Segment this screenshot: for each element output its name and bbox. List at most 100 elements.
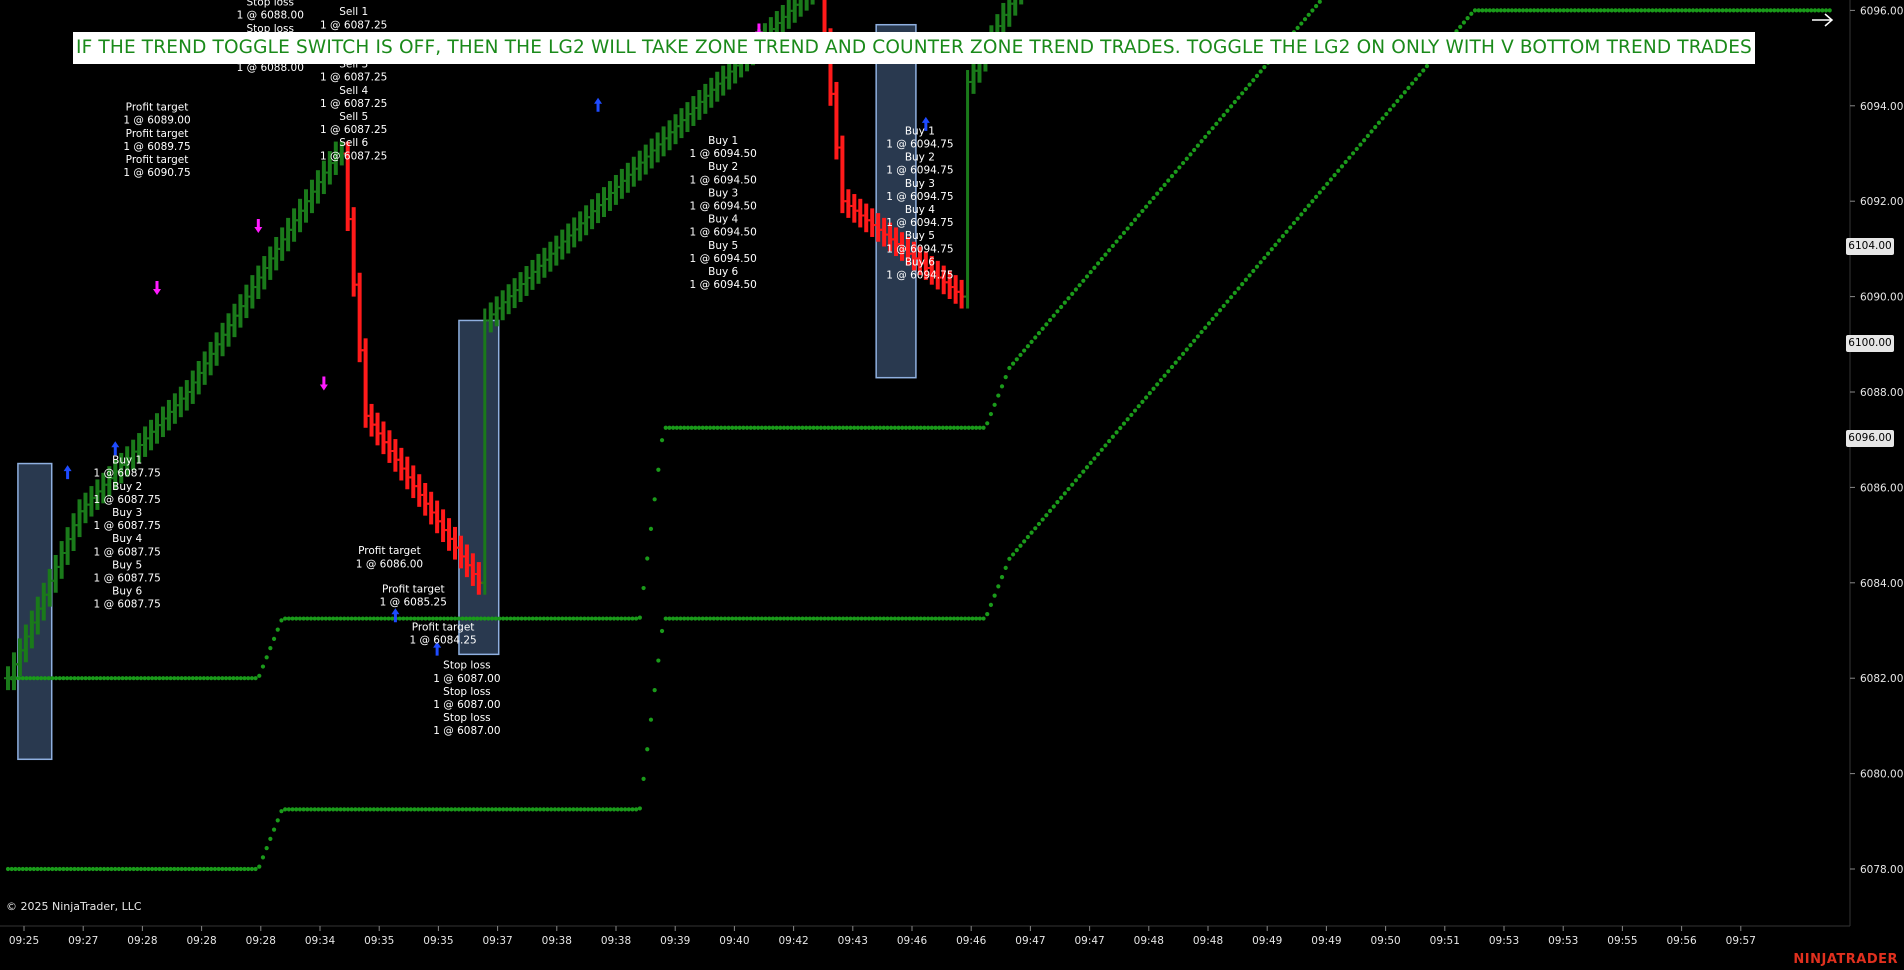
- price-bar: [238, 294, 243, 328]
- stop-dot: [512, 807, 517, 812]
- stop-dot: [719, 425, 724, 430]
- entry-arrow-icon: [433, 641, 442, 656]
- stop-dot: [220, 676, 225, 681]
- stop-dot: [434, 807, 439, 812]
- exit-arrow-icon: [319, 376, 328, 391]
- stop-dot: [31, 866, 36, 872]
- stop-dot: [1328, 177, 1333, 182]
- stop-dot: [353, 807, 358, 812]
- stop-dot: [260, 855, 266, 860]
- stop-dot: [1195, 143, 1200, 148]
- stop-dot: [966, 425, 971, 430]
- stop-dot: [988, 602, 994, 607]
- stop-dot: [626, 807, 631, 812]
- stop-dot: [659, 628, 665, 634]
- stop-dot: [933, 616, 938, 621]
- stop-dot: [829, 616, 835, 621]
- stop-dot: [1144, 204, 1149, 209]
- stop-dot: [1727, 8, 1733, 13]
- stop-dot: [977, 425, 982, 430]
- stop-dot: [693, 616, 698, 621]
- stop-dot: [648, 717, 654, 722]
- stop-dot: [1110, 243, 1115, 249]
- stop-dot: [962, 616, 968, 621]
- annotation-line: 1 @ 6094.50: [690, 148, 757, 160]
- price-bar: [47, 568, 52, 607]
- price-bar: [256, 265, 261, 299]
- expand-arrow-icon[interactable]: [1812, 13, 1834, 27]
- price-bar: [679, 108, 684, 139]
- stop-dot: [770, 425, 776, 430]
- stop-dot: [589, 807, 594, 812]
- stop-dot: [999, 384, 1005, 389]
- price-bar: [691, 96, 696, 126]
- stop-dot: [1162, 373, 1167, 378]
- stop-dot: [172, 866, 177, 872]
- stop-dot: [1413, 77, 1418, 82]
- stop-dot: [1620, 8, 1625, 13]
- x-tick-label: 09:35: [364, 935, 394, 947]
- stop-dot: [1210, 316, 1215, 322]
- price-bar: [202, 351, 207, 385]
- stop-dot: [1047, 317, 1053, 323]
- stop-dot: [781, 616, 787, 621]
- price-bar: [232, 303, 237, 338]
- y-tick-label: 6096.00: [1860, 5, 1903, 17]
- price-bar: [905, 236, 910, 266]
- stop-dot: [1022, 539, 1027, 544]
- price-bar: [488, 302, 493, 333]
- price-bar: [941, 265, 946, 295]
- price-bar: [780, 4, 785, 35]
- stop-dot: [46, 866, 51, 872]
- stop-dot: [105, 676, 110, 681]
- stop-dot: [301, 807, 306, 812]
- stop-dot: [981, 616, 986, 621]
- price-bar: [548, 241, 553, 272]
- stop-dot: [634, 616, 639, 621]
- stop-dot: [24, 866, 29, 872]
- zone-boxes: [17, 23, 917, 761]
- annotation-line: 1 @ 6086.00: [356, 558, 423, 570]
- stop-dot: [1088, 460, 1093, 465]
- stop-dot: [327, 807, 332, 812]
- stop-dot: [1705, 8, 1710, 13]
- x-tick-label: 09:40: [719, 935, 749, 947]
- stop-dot: [1258, 260, 1263, 265]
- price-bar: [321, 160, 326, 195]
- stop-dot: [501, 616, 506, 621]
- stop-dot: [1642, 8, 1648, 13]
- stop-dot: [342, 807, 347, 812]
- price-bar: [619, 168, 624, 199]
- stop-dot: [238, 866, 243, 872]
- price-bar: [572, 217, 577, 248]
- price-bar: [35, 596, 40, 635]
- stop-dot: [379, 807, 384, 812]
- stop-dot: [519, 616, 524, 621]
- stop-dot: [456, 807, 461, 812]
- stop-dot: [1265, 251, 1271, 256]
- stop-dot: [1277, 238, 1282, 243]
- stop-dot: [460, 807, 465, 812]
- stop-dot: [1801, 8, 1806, 13]
- stop-dot: [53, 866, 59, 872]
- stop-dot: [1236, 286, 1241, 291]
- price-bar: [292, 208, 297, 242]
- stop-dot: [1565, 8, 1570, 13]
- price-bar: [613, 174, 618, 205]
- x-tick-label: 09:43: [838, 935, 868, 947]
- price-bar: [77, 499, 82, 538]
- stop-dot: [922, 616, 927, 621]
- stop-dot: [1391, 103, 1396, 108]
- stop-dot: [127, 676, 133, 681]
- stop-dot: [685, 616, 691, 621]
- price-bar: [375, 412, 380, 446]
- stop-dot: [194, 676, 199, 681]
- stop-dot: [763, 425, 768, 430]
- stop-dot: [201, 676, 206, 681]
- stop-dot: [756, 425, 761, 430]
- stop-dot: [1753, 8, 1758, 13]
- stop-dot: [1406, 85, 1411, 91]
- stop-dot: [464, 807, 469, 812]
